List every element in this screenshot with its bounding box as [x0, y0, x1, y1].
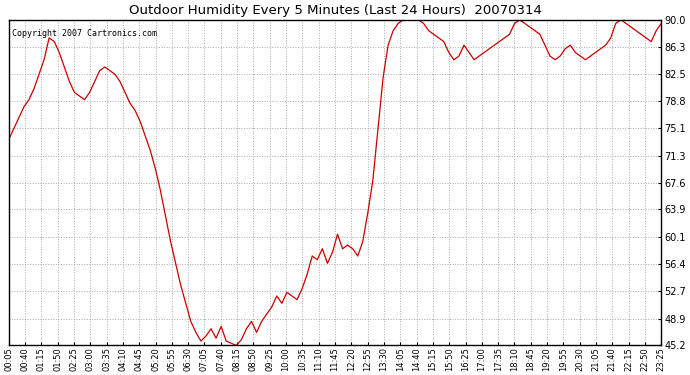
- Title: Outdoor Humidity Every 5 Minutes (Last 24 Hours)  20070314: Outdoor Humidity Every 5 Minutes (Last 2…: [128, 4, 542, 17]
- Text: Copyright 2007 Cartronics.com: Copyright 2007 Cartronics.com: [12, 30, 157, 39]
